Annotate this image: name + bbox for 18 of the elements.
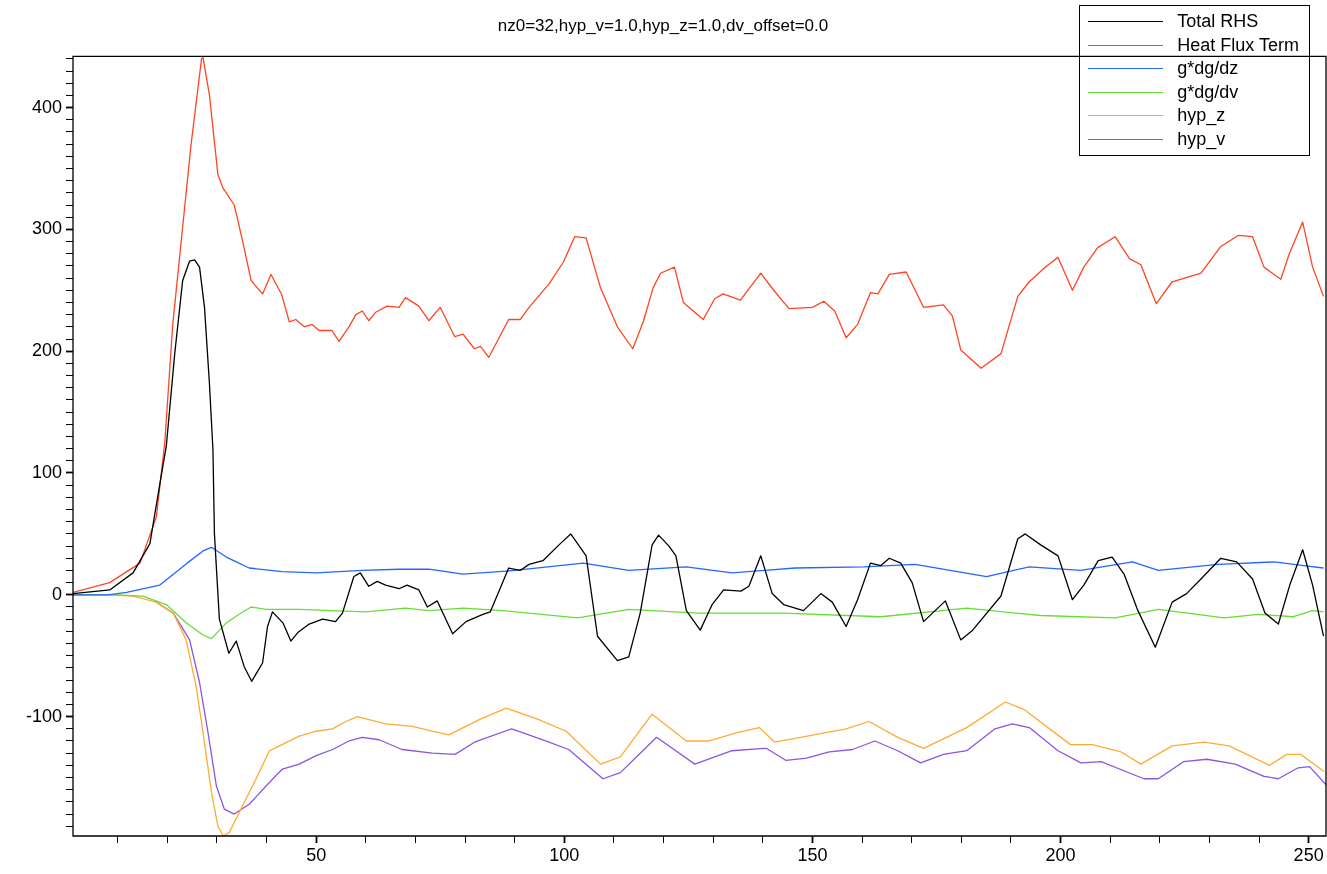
legend-label: g*dg/dv [1177, 80, 1239, 104]
legend-label: hyp_v [1177, 127, 1226, 151]
legend-label: Total RHS [1177, 10, 1259, 33]
x-tick-label: 250 [1293, 844, 1324, 865]
legend-label: Heat Flux Term [1177, 33, 1299, 57]
y-tick-label: 0 [51, 583, 62, 604]
y-tick-label: -100 [25, 705, 62, 726]
x-tick-label: 150 [797, 844, 828, 865]
y-tick-label: 300 [31, 218, 62, 239]
legend-label: g*dg/dz [1177, 57, 1239, 80]
x-tick-label: 50 [306, 844, 327, 865]
y-tick-label: 400 [31, 96, 62, 117]
x-tick-label: 100 [549, 844, 580, 865]
y-tick-label: 200 [31, 340, 62, 361]
legend-label: hyp_z [1177, 104, 1226, 128]
chart-title: nz0=32,hyp_v=1.0,hyp_z=1.0,dv_offset=0.0 [497, 15, 829, 35]
y-tick-label: 100 [31, 461, 62, 482]
x-tick-label: 200 [1045, 844, 1076, 865]
